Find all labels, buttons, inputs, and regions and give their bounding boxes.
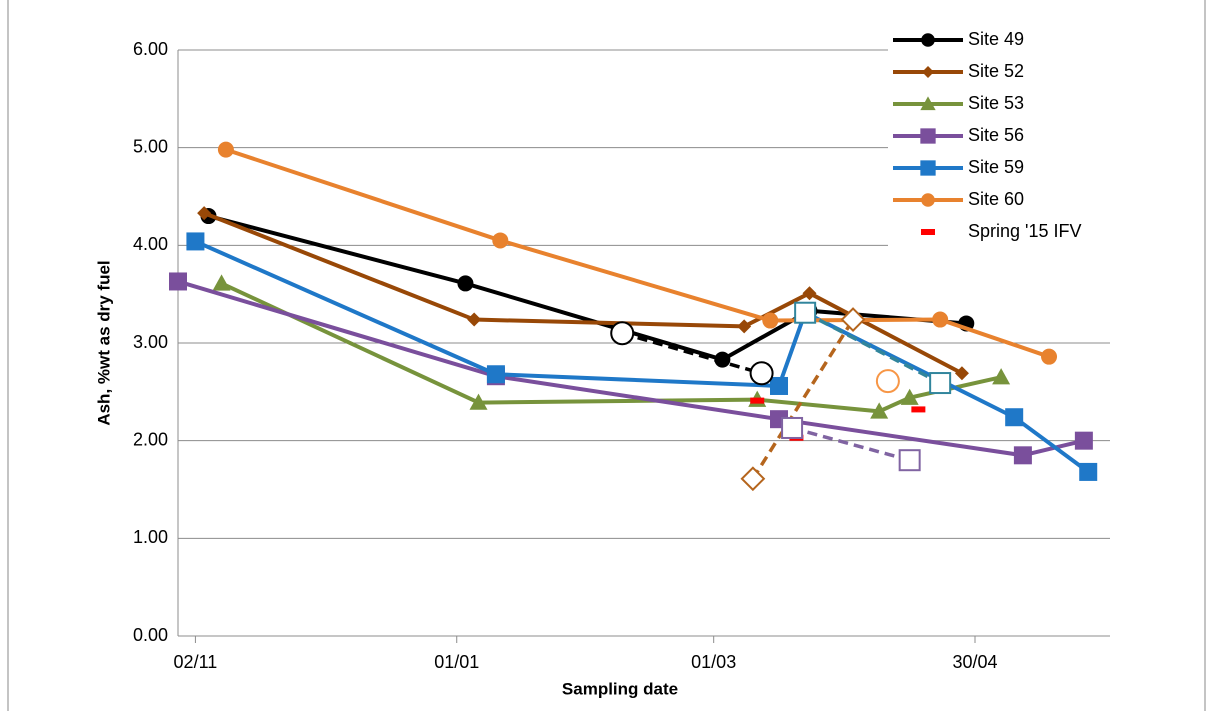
y-axis-title: Ash, %wt as dry fuel — [94, 260, 113, 425]
marker — [1074, 431, 1093, 450]
marker — [840, 307, 866, 332]
y-tick-label: 4.00 — [133, 234, 168, 254]
marker — [911, 406, 926, 413]
marker — [749, 361, 774, 386]
marker — [492, 232, 509, 249]
marker — [610, 321, 635, 346]
marker — [186, 232, 205, 251]
y-tick-label: 0.00 — [133, 625, 168, 645]
marker — [920, 96, 936, 111]
series-line — [621, 331, 763, 375]
series-line — [804, 311, 941, 385]
legend-label: Spring '15 IFV — [968, 221, 1082, 241]
legend-label: Site 49 — [968, 29, 1024, 49]
x-tick-label: 02/11 — [174, 652, 218, 672]
marker — [169, 272, 187, 291]
marker — [921, 193, 935, 207]
marker — [920, 128, 936, 144]
marker — [898, 449, 921, 472]
marker — [770, 376, 789, 395]
marker — [992, 368, 1011, 385]
marker — [1005, 408, 1024, 427]
marker — [1079, 462, 1098, 481]
x-tick-label: 01/01 — [434, 652, 479, 672]
marker — [802, 286, 817, 301]
marker — [467, 312, 482, 327]
marker — [921, 33, 935, 47]
marker — [457, 275, 474, 292]
marker — [870, 402, 889, 419]
marker — [929, 372, 952, 395]
marker — [740, 466, 766, 492]
series-line — [177, 279, 1085, 458]
marker — [1013, 446, 1032, 465]
marker — [714, 351, 731, 368]
marker — [794, 301, 817, 324]
marker — [212, 274, 231, 291]
x-tick-label: 01/03 — [691, 652, 736, 672]
x-axis-title: Sampling date — [562, 679, 678, 698]
marker — [762, 312, 779, 329]
y-tick-label: 5.00 — [133, 136, 168, 156]
y-tick-label: 6.00 — [133, 39, 168, 59]
marker — [486, 365, 505, 384]
legend-label: Site 59 — [968, 157, 1024, 177]
marker — [217, 141, 234, 158]
y-tick-label: 1.00 — [133, 527, 168, 547]
series-line — [791, 426, 911, 462]
marker — [1041, 348, 1058, 365]
marker — [900, 388, 919, 405]
y-tick-label: 2.00 — [133, 429, 168, 449]
marker — [750, 397, 765, 404]
marker — [922, 66, 934, 78]
marker — [469, 393, 488, 410]
marker — [737, 319, 752, 334]
legend-items: Site 49 Site 52 Site 53 Site 56 Site 59 Site … — [893, 29, 1082, 241]
legend-label: Site 60 — [968, 189, 1024, 209]
marker — [921, 229, 935, 235]
series-line — [194, 239, 1090, 474]
series-line — [203, 211, 963, 376]
x-tick-label: 30/04 — [952, 652, 997, 672]
legend-label: Site 52 — [968, 61, 1024, 81]
marker — [932, 311, 949, 328]
marker — [954, 366, 969, 381]
series-line — [220, 281, 1002, 414]
marker — [781, 416, 804, 439]
marker — [920, 160, 936, 176]
legend-label: Site 53 — [968, 93, 1024, 113]
legend-label: Site 56 — [968, 125, 1024, 145]
marker — [875, 369, 900, 394]
marker — [197, 206, 212, 221]
y-tick-label: 3.00 — [133, 332, 168, 352]
